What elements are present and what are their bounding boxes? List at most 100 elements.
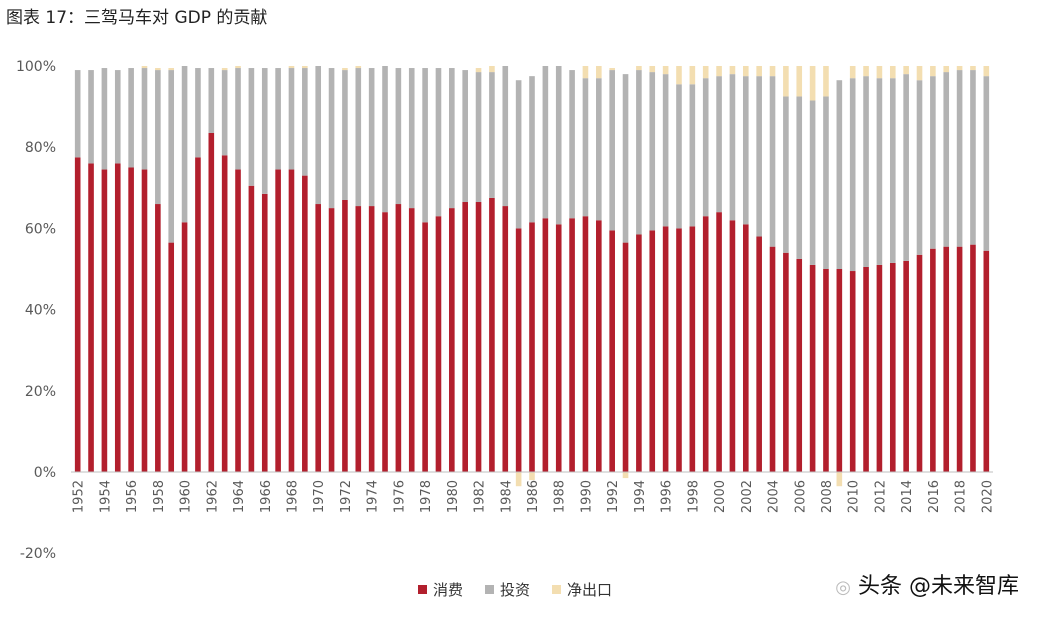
bar-investment-2019 <box>970 70 976 245</box>
x-tick-label: 2000 <box>713 480 728 513</box>
bar-consumption-1960 <box>181 222 188 472</box>
bar-consumption-1967 <box>275 169 281 472</box>
legend-swatch-investment <box>485 585 495 594</box>
bar-consumption-2011 <box>863 266 869 472</box>
x-tick-label: 1970 <box>312 480 327 513</box>
bar-net-exports-2014 <box>903 66 909 75</box>
bar-net-exports-2000 <box>716 66 722 77</box>
bar-consumption-1972 <box>342 199 348 473</box>
bar-consumption-1959 <box>168 242 175 472</box>
bar-investment-1988 <box>555 66 562 225</box>
bar-investment-1979 <box>435 68 442 217</box>
bar-investment-1987 <box>542 66 549 219</box>
bar-investment-1990 <box>582 78 589 217</box>
bar-consumption-1996 <box>662 226 669 472</box>
bar-investment-1953 <box>88 70 94 164</box>
x-tick-label: 1986 <box>526 480 541 513</box>
bar-consumption-1981 <box>462 202 468 472</box>
bar-net-exports-1991 <box>596 66 602 79</box>
bar-consumption-1978 <box>422 222 428 472</box>
bar-net-exports-1998 <box>689 66 696 85</box>
bar-consumption-1974 <box>368 206 375 472</box>
bar-net-exports-1993 <box>622 472 629 479</box>
x-tick-label: 1980 <box>446 480 461 513</box>
bar-net-exports-2012 <box>876 66 883 79</box>
bar-investment-1968 <box>288 68 295 170</box>
bar-net-exports-1986 <box>529 472 535 481</box>
bar-investment-1961 <box>195 68 201 158</box>
bar-consumption-1956 <box>128 167 134 472</box>
legend-item-investment: 投资 <box>485 579 530 600</box>
bar-investment-2009 <box>836 80 843 270</box>
bar-investment-2013 <box>889 78 896 263</box>
bar-net-exports-1958 <box>155 68 161 71</box>
bar-investment-1994 <box>636 70 642 235</box>
bar-consumption-1988 <box>555 224 562 472</box>
bar-investment-2014 <box>903 74 909 261</box>
bar-consumption-1963 <box>221 155 228 472</box>
bar-investment-2016 <box>930 76 936 249</box>
bar-net-exports-2019 <box>970 66 976 71</box>
bar-net-exports-2006 <box>796 66 803 97</box>
x-tick-label: 1994 <box>633 480 648 513</box>
bar-investment-1952 <box>74 70 81 158</box>
bar-investment-1978 <box>422 68 428 223</box>
bar-investment-2012 <box>876 78 883 265</box>
bar-investment-1980 <box>449 68 455 209</box>
wechat-icon: ◎ <box>835 577 851 598</box>
x-tick-label: 1956 <box>125 480 140 513</box>
bar-net-exports-1992 <box>609 68 615 71</box>
bar-consumption-2006 <box>796 258 803 472</box>
bar-investment-1969 <box>302 68 308 176</box>
x-tick-label: 2006 <box>793 480 808 513</box>
legend: 消费 投资 净出口 <box>418 579 612 600</box>
bar-consumption-1985 <box>515 228 522 472</box>
bar-net-exports-1968 <box>288 66 295 69</box>
bar-investment-1963 <box>221 70 228 156</box>
bar-investment-1971 <box>328 68 335 209</box>
bar-net-exports-1983 <box>489 66 495 73</box>
y-tick-label: 40% <box>25 303 56 319</box>
bar-consumption-1957 <box>141 169 148 472</box>
x-tick-label: 1998 <box>686 480 701 513</box>
bar-net-exports-1995 <box>649 66 656 73</box>
x-tick-label: 2008 <box>820 480 835 513</box>
bar-net-exports-2017 <box>943 66 950 73</box>
bar-net-exports-2005 <box>783 66 789 97</box>
bar-net-exports-2018 <box>956 66 963 71</box>
x-tick-label: 1976 <box>392 480 407 513</box>
bar-investment-1998 <box>689 84 696 227</box>
bar-investment-1958 <box>155 70 161 205</box>
bars <box>74 66 990 487</box>
bar-investment-1991 <box>596 78 602 221</box>
bar-investment-2015 <box>916 80 923 255</box>
x-tick-label: 1958 <box>152 480 167 513</box>
bar-consumption-1977 <box>408 208 415 472</box>
y-tick-label: 20% <box>25 384 56 400</box>
bar-investment-2004 <box>769 76 776 247</box>
bar-investment-2010 <box>849 78 856 272</box>
bar-net-exports-2004 <box>769 66 776 77</box>
bar-investment-1999 <box>702 78 709 217</box>
bar-net-exports-2008 <box>823 66 829 97</box>
bar-investment-2006 <box>796 96 803 259</box>
bar-consumption-1955 <box>114 163 121 472</box>
bar-investment-2017 <box>943 72 950 247</box>
x-tick-label: 1954 <box>98 480 113 513</box>
bar-consumption-1987 <box>542 218 549 472</box>
bar-net-exports-2009 <box>836 472 843 487</box>
bar-investment-1977 <box>408 68 415 209</box>
bar-consumption-1953 <box>88 163 94 472</box>
bar-investment-1964 <box>235 68 241 170</box>
bar-consumption-1971 <box>328 208 335 472</box>
bar-consumption-1958 <box>155 204 161 473</box>
bar-consumption-2020 <box>983 250 990 472</box>
x-tick-label: 1972 <box>339 480 354 513</box>
bar-consumption-1954 <box>101 169 108 472</box>
bar-investment-2001 <box>729 74 736 221</box>
y-tick-label: 100% <box>16 59 56 75</box>
bar-net-exports-1990 <box>582 66 589 79</box>
bar-consumption-2005 <box>783 252 789 472</box>
bar-investment-1959 <box>168 70 175 243</box>
x-tick-label: 1960 <box>179 480 194 513</box>
